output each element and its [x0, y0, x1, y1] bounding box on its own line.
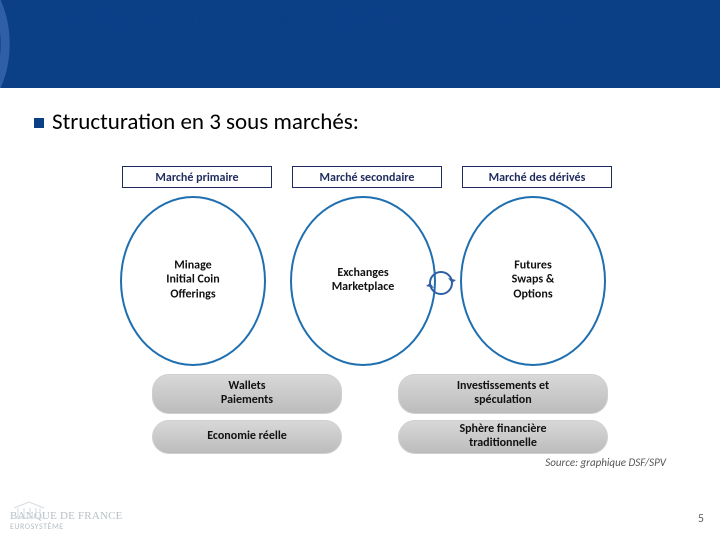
ellipse-secondary: ExchangesMarketplace [290, 196, 436, 366]
pill-fin-sphere: Sphère financièretraditionnelle [398, 420, 608, 454]
bullet-square-icon [34, 118, 44, 128]
logo-curves-icon [0, 0, 44, 88]
header-box-secondary-label: Marché secondaire [320, 171, 415, 185]
pill-fin-sphere-label: Sphère financièretraditionnelle [459, 423, 546, 451]
header-box-derivatives-label: Marché des dérivés [489, 171, 586, 185]
pill-real-economy-label: Economie réelle [207, 430, 287, 444]
ellipse-secondary-label: ExchangesMarketplace [298, 266, 428, 295]
bullet-line: Structuration en 3 sous marchés: [34, 108, 720, 136]
header-box-primary: Marché primaire [122, 166, 272, 188]
pill-investments: Investissements etspéculation [398, 374, 608, 414]
pill-real-economy: Economie réelle [152, 420, 342, 454]
page-title-text: STRUCTURATION DU MARCHÉ DES CRYPTO-ACTIF… [48, 4, 598, 36]
cycle-arrows-icon [424, 266, 458, 300]
pill-wallets-label: WalletsPaiements [221, 380, 273, 408]
header-box-secondary: Marché secondaire [292, 166, 442, 188]
page-number: 5 [698, 512, 704, 526]
ellipse-primary: MinageInitial CoinOfferings [120, 196, 266, 366]
ellipse-derivatives: FuturesSwaps &Options [460, 196, 606, 366]
source-caption: Source: graphique DSF/SPV [545, 456, 666, 469]
pill-wallets: WalletsPaiements [152, 374, 342, 414]
header-bar: STRUCTURATION DU MARCHÉ DES CRYPTO-ACTIF… [0, 0, 720, 88]
footer-brand-line2: EUROSYSTÈME [10, 522, 123, 532]
page-title: STRUCTURATION DU MARCHÉ DES CRYPTO-ACTIF… [48, 6, 598, 35]
ellipse-derivatives-label: FuturesSwaps &Options [468, 259, 598, 302]
header-box-derivatives: Marché des dérivés [462, 166, 612, 188]
header-box-primary-label: Marché primaire [155, 171, 238, 185]
bullet-text: Structuration en 3 sous marchés: [52, 108, 359, 136]
ellipse-primary-label: MinageInitial CoinOfferings [128, 259, 258, 302]
footer-logo: BANQUE DE FRANCE EUROSYSTÈME [10, 510, 123, 532]
market-structure-diagram: Marché primaire Marché secondaire Marché… [110, 166, 620, 466]
pill-investments-label: Investissements etspéculation [457, 380, 549, 408]
